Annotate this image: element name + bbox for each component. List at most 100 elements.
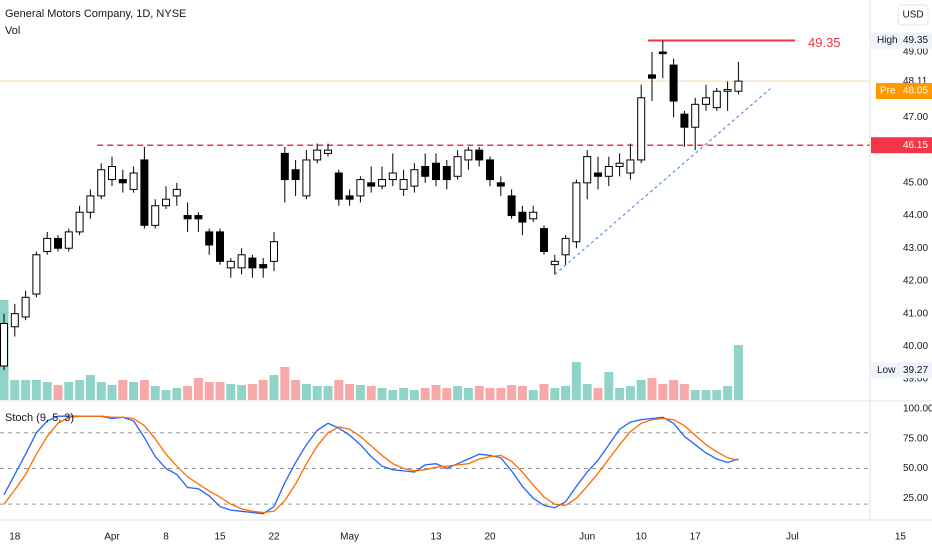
volume-bar	[582, 384, 592, 400]
candle-body	[64, 231, 73, 249]
x-tick-label: May	[340, 532, 359, 543]
volume-bar	[258, 380, 268, 400]
candle-body	[626, 159, 635, 174]
volume-bar	[507, 385, 517, 400]
volume-bar	[388, 390, 398, 400]
volume-bar	[517, 386, 527, 400]
candle-body	[561, 237, 570, 256]
volume-bar	[85, 375, 95, 400]
candle-body	[118, 179, 127, 184]
x-tick-label: 8	[163, 532, 169, 543]
candle-body	[54, 237, 62, 249]
volume-bar	[496, 388, 506, 400]
volume-bar	[323, 386, 333, 400]
candles-layer	[0, 40, 743, 371]
high-label-bg	[871, 32, 932, 49]
volume-bar	[679, 384, 689, 400]
x-tick-label: 22	[268, 532, 280, 543]
volume-bar	[312, 386, 322, 400]
volume-bar	[377, 388, 387, 400]
x-tick-label: 10	[636, 532, 648, 543]
candle-body	[486, 159, 494, 181]
candle-body	[151, 205, 160, 226]
volume-bar	[528, 390, 538, 400]
volume-bar	[474, 386, 484, 400]
currency[interactable]: USD	[902, 10, 923, 21]
volume-bar	[247, 384, 257, 400]
candle-body	[680, 113, 689, 128]
candle-body	[356, 179, 365, 197]
volume-bar	[64, 382, 74, 400]
volume-bar	[442, 388, 452, 400]
level-label: 49.35	[808, 35, 841, 50]
candle-body	[496, 182, 505, 187]
volume-bar	[625, 386, 635, 400]
currency-box[interactable]	[897, 4, 929, 26]
pre-market-name: Pre	[880, 86, 896, 97]
candle-body	[442, 165, 451, 181]
y-tick-label: 43.00	[903, 243, 928, 254]
volume-bar	[463, 388, 473, 400]
candle-body	[237, 254, 246, 269]
volume-bar	[10, 380, 20, 400]
x-tick-label: 17	[690, 532, 702, 543]
candle-body	[702, 97, 710, 105]
volume-bar	[129, 382, 139, 400]
stoch-line	[3, 415, 739, 514]
candle-body	[183, 215, 192, 220]
stoch-layer	[0, 415, 870, 515]
volume-bar	[733, 345, 743, 400]
candle-body	[129, 172, 138, 190]
candle-body	[75, 211, 84, 233]
volume-bar	[431, 385, 441, 400]
candle-body	[32, 254, 41, 295]
stoch-tick-label: 25.00	[903, 493, 928, 504]
volume-bar	[280, 367, 290, 400]
volume-bar	[42, 382, 52, 400]
candle-body	[334, 172, 343, 200]
volume-bar	[658, 384, 668, 400]
volume-bar	[636, 380, 646, 400]
volume-bar	[301, 384, 311, 400]
y-tick-label: 45.00	[903, 177, 928, 188]
candle-body	[669, 64, 678, 102]
candle-body	[583, 156, 592, 184]
candle-body	[270, 241, 278, 262]
candle-body	[648, 74, 656, 79]
candle-body	[734, 80, 743, 92]
y-tick-label: 47.00	[903, 112, 928, 123]
candle-body	[280, 152, 289, 181]
pre-market-badge	[876, 83, 932, 100]
volume-bar	[53, 385, 63, 400]
stoch-tick-label: 50.00	[903, 463, 928, 474]
candle-body	[378, 179, 386, 187]
volume-bar	[237, 385, 247, 400]
levels-layer	[0, 39, 870, 275]
candle-body	[529, 211, 538, 220]
stoch-tick-label: 75.00	[903, 433, 928, 444]
candle-body	[108, 165, 116, 181]
candle-body	[291, 169, 300, 181]
candle-body	[540, 228, 548, 253]
candle-body	[248, 257, 257, 269]
volume-bar	[723, 386, 733, 400]
x-tick-label: 20	[484, 532, 496, 543]
volume-bar	[485, 388, 495, 400]
candle-body	[475, 149, 484, 161]
axis-layer: 49.35 46.15 39.00 40.00 41.00 42.00 43.00 44.00…	[9, 32, 932, 543]
candle-body	[572, 182, 581, 243]
candle-body	[367, 182, 376, 187]
candle-body	[712, 90, 721, 109]
candle-body	[594, 172, 602, 177]
last-close-label: 48.11	[903, 76, 928, 87]
low-label-bg	[871, 362, 932, 379]
volume-bar	[366, 386, 376, 400]
y-tick-label: 42.00	[903, 276, 928, 287]
y-tick-label: 41.00	[903, 308, 928, 319]
volume-bar	[291, 380, 301, 400]
volume-bar	[75, 380, 85, 400]
volume-bar	[561, 386, 571, 400]
volume-bar	[139, 380, 149, 400]
chart-title: General Motors Company, 1D, NYSE	[5, 8, 186, 20]
